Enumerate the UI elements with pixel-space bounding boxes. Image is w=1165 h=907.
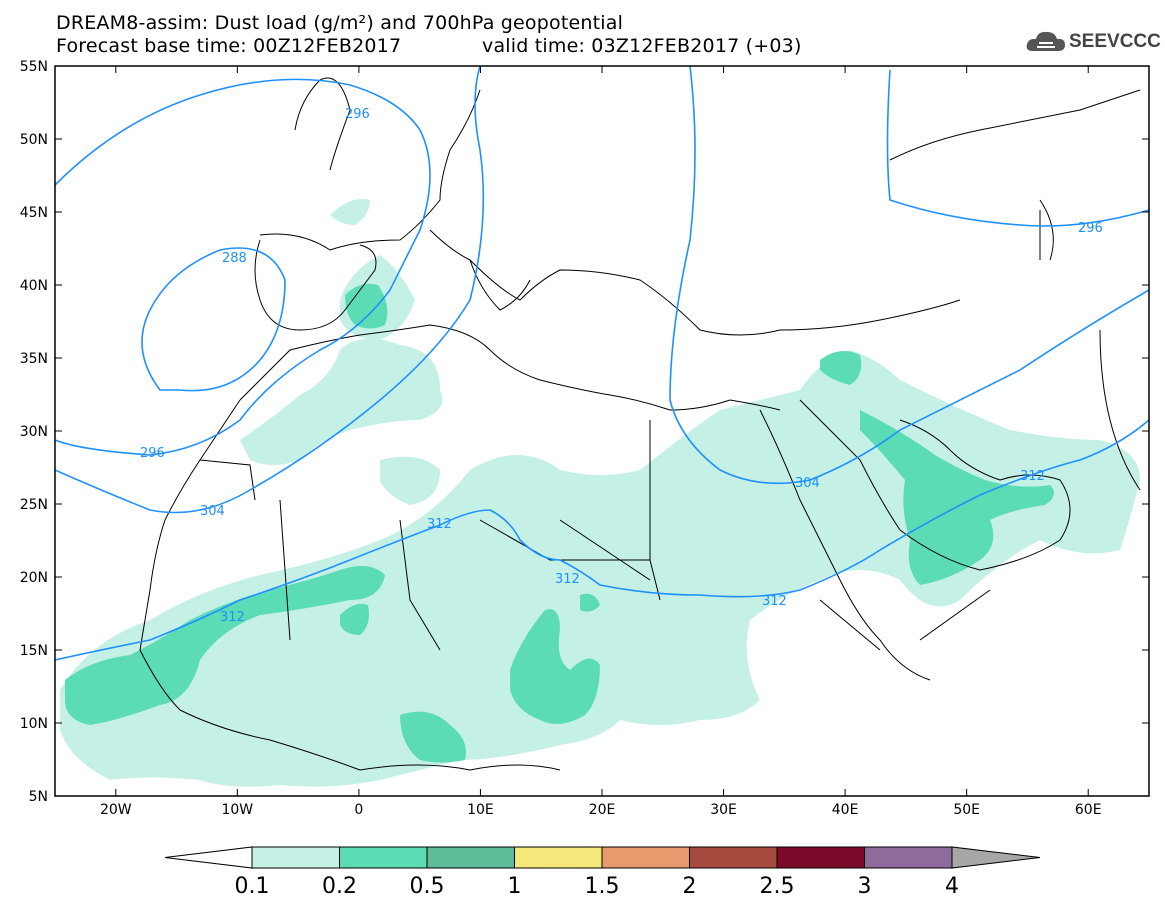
- contour-label: 312: [427, 517, 452, 532]
- border-lines: [199, 210, 1041, 651]
- lon-tick-label: 50E: [953, 802, 980, 818]
- contour-label: 288: [222, 251, 247, 266]
- lat-tick-label: 40N: [20, 278, 48, 294]
- colorbar-segment: [426, 846, 515, 869]
- contour-label: 312: [220, 610, 245, 625]
- contour-label: 304: [795, 476, 820, 491]
- lat-tick-label: 30N: [20, 424, 48, 440]
- coastline-iberia: [254, 239, 377, 331]
- lat-tick-label: 20N: [20, 570, 48, 586]
- colorbar-label: 0.5: [410, 874, 445, 899]
- logo-text: SEEVCCC: [1069, 31, 1161, 52]
- colorbar: 0.1 0.2 0.5 1 1.5 2 2.5 3 4: [164, 846, 1041, 899]
- lat-tick-label: 50N: [20, 132, 48, 148]
- colorbar-label: 1: [508, 874, 522, 899]
- dust-area-medium: [345, 283, 388, 329]
- colorbar-under-triangle: [164, 846, 253, 869]
- coastline-arabia: [899, 419, 1071, 571]
- map-title: DREAM8-assim: Dust load (g/m²) and 700hP…: [56, 12, 624, 34]
- colorbar-over-triangle: [951, 846, 1041, 869]
- contour-label: 296: [345, 107, 370, 122]
- lon-tick-label: 20E: [589, 802, 616, 818]
- lon-tick-label: 10W: [221, 802, 253, 818]
- dust-area-medium: [400, 711, 466, 763]
- colorbar-segment: [776, 846, 865, 869]
- colorbar-label: 3: [858, 874, 872, 899]
- seevccc-logo: SEEVCCC: [1025, 25, 1161, 59]
- lon-tick-label: 40E: [832, 802, 859, 818]
- contour-304-east: [669, 66, 1149, 485]
- colorbar-segment: [864, 846, 953, 869]
- coastline-east: [889, 89, 1141, 491]
- coastlines: [139, 77, 1141, 771]
- dust-area-medium: [820, 351, 862, 385]
- coastline-italy-balkans: [469, 259, 961, 336]
- colorbar-segment: [601, 846, 690, 869]
- contour-label: 304: [200, 504, 225, 519]
- lon-tick-label: 10E: [467, 802, 494, 818]
- cloud-icon: [1026, 31, 1065, 51]
- contour-label: 296: [1078, 221, 1103, 236]
- lat-tick-label: 5N: [29, 789, 48, 805]
- lat-tick-label: 35N: [20, 351, 48, 367]
- latitude-axis: 55N 50N 45N 40N 35N 30N 25N 20N 15N 10N 5N: [20, 59, 1149, 805]
- lat-tick-label: 10N: [20, 716, 48, 732]
- lon-tick-label: 30E: [710, 802, 737, 818]
- colorbar-label: 2: [683, 874, 697, 899]
- dust-area-medium: [65, 566, 385, 725]
- contour-312: [55, 419, 1149, 661]
- colorbar-segment: [689, 846, 778, 869]
- colorbar-segment: [514, 846, 603, 869]
- dust-area-light: [380, 456, 440, 505]
- contour-label: 312: [555, 572, 580, 587]
- contour-label: 312: [1020, 469, 1045, 484]
- lat-tick-label: 45N: [20, 205, 48, 221]
- valid-time: valid time: 03Z12FEB2017 (+03): [482, 35, 802, 57]
- coastline-africa-north: [239, 324, 781, 411]
- contour-288: [141, 247, 286, 392]
- dust-area-light: [330, 199, 370, 225]
- dust-area-medium: [860, 410, 1054, 585]
- dust-area-light: [60, 350, 1140, 787]
- contour-304: [55, 66, 485, 514]
- contour-296-east: [886, 69, 1149, 227]
- contour-296-west: [55, 78, 431, 456]
- lat-tick-label: 25N: [20, 497, 48, 513]
- dust-area-light: [240, 338, 443, 465]
- geopotential-contours: [55, 66, 1149, 661]
- colorbar-label: 0.1: [235, 874, 270, 899]
- contour-label: 312: [762, 594, 787, 609]
- dust-area-medium: [340, 603, 369, 635]
- colorbar-label: 2.5: [760, 874, 795, 899]
- colorbar-label: 4: [945, 874, 959, 899]
- coastline-red-sea: [759, 399, 931, 681]
- colorbar-label: 1.5: [585, 874, 620, 899]
- colorbar-segment: [251, 846, 340, 869]
- lat-tick-label: 55N: [20, 59, 48, 75]
- dust-area-medium: [580, 593, 600, 612]
- coastline-africa-west: [139, 399, 561, 771]
- lon-tick-label: 0: [354, 802, 363, 818]
- dust-shading: [60, 199, 1140, 787]
- colorbar-segment: [339, 846, 428, 869]
- dust-area-medium: [510, 609, 600, 724]
- longitude-axis: 20W 10W 0 10E 20E 30E 40E 50E 60E: [100, 66, 1102, 818]
- colorbar-label: 0.2: [322, 874, 357, 899]
- contour-labels: 296 288 296 304 312 312 312 312 304 312 …: [140, 107, 1103, 625]
- contour-label: 296: [140, 446, 165, 461]
- lat-tick-label: 15N: [20, 643, 48, 659]
- lon-tick-label: 60E: [1075, 802, 1102, 818]
- lon-tick-label: 20W: [100, 802, 132, 818]
- forecast-base-time: Forecast base time: 00Z12FEB2017: [56, 35, 402, 57]
